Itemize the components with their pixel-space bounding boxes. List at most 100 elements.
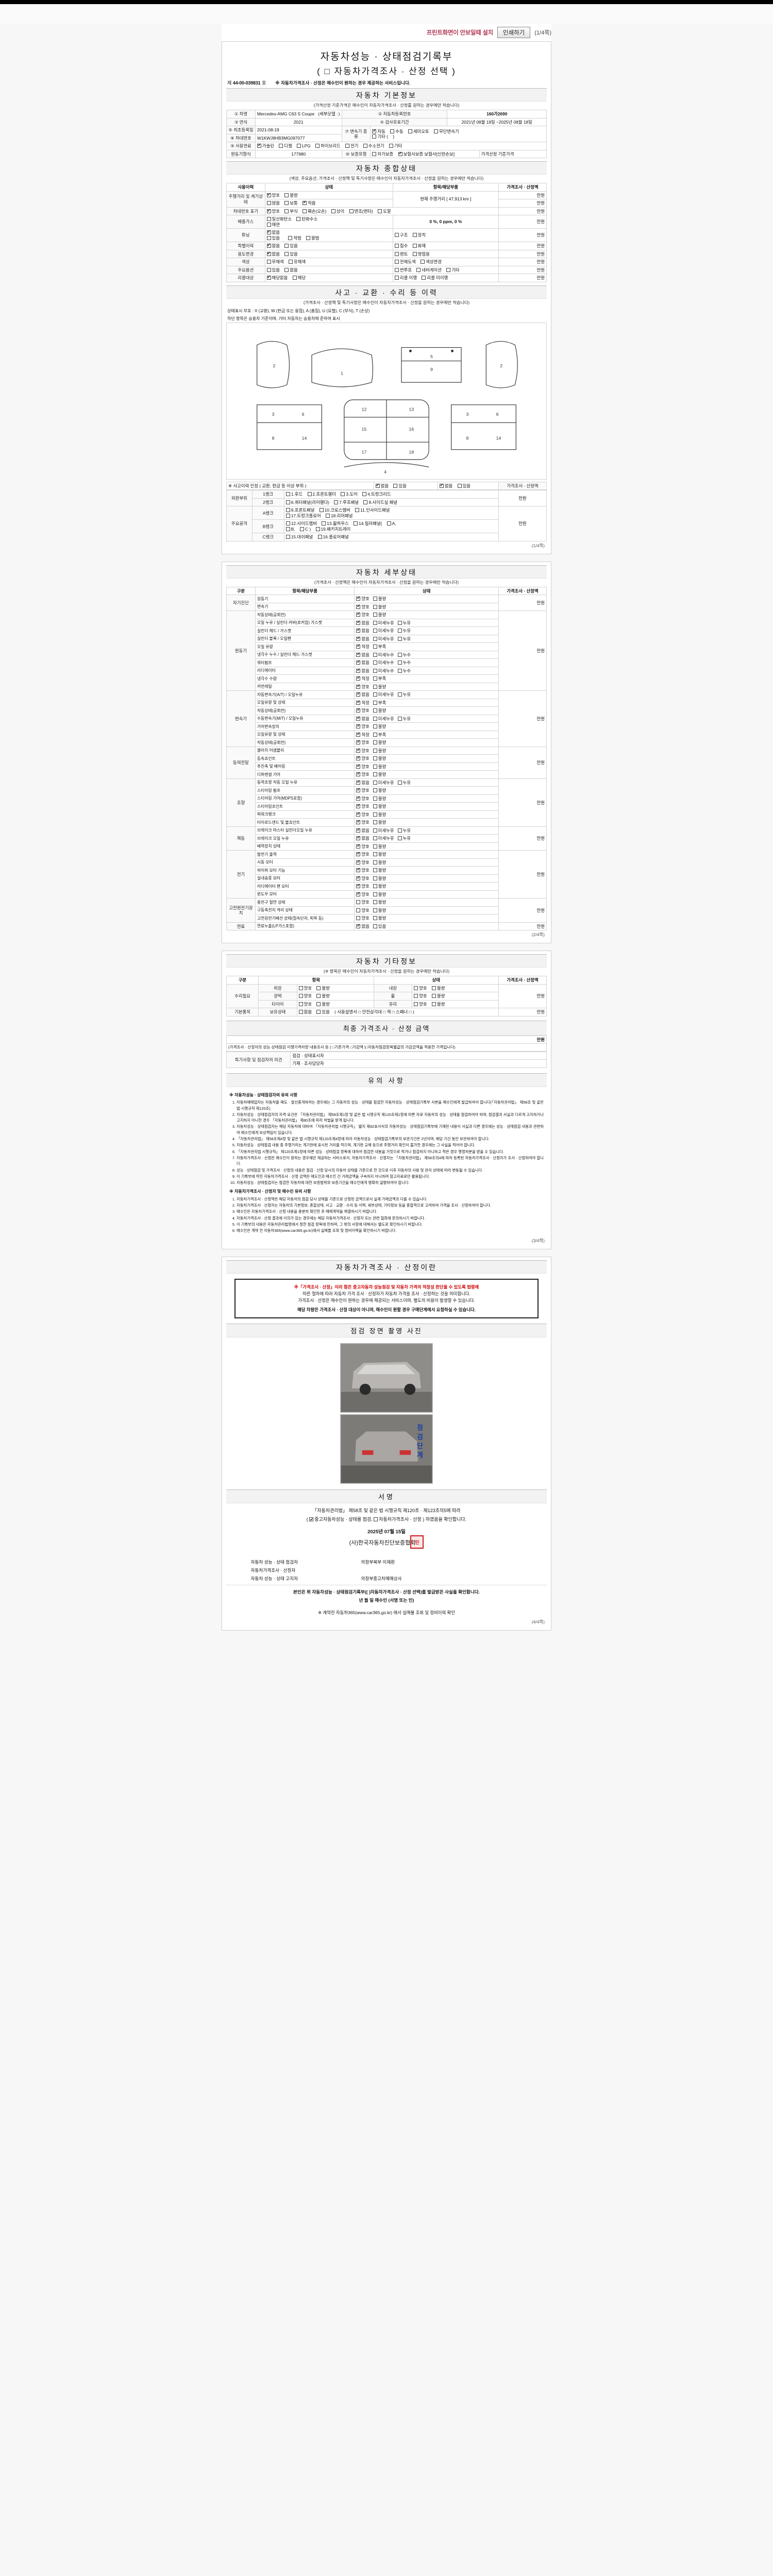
opt-불량[interactable]: 불량 (373, 916, 386, 921)
opt-미세누유[interactable]: 미세누유 (373, 828, 394, 834)
opt-altered[interactable]: 변조(변타) (349, 209, 373, 214)
checkbox-icon[interactable] (389, 144, 393, 148)
opt-양호[interactable]: 양호 (356, 811, 369, 818)
checkbox-icon[interactable] (284, 244, 289, 248)
warranty-opt-self[interactable]: 자가보증 (372, 151, 393, 157)
checkbox-icon[interactable] (354, 521, 358, 526)
opt-불량[interactable]: 불량 (373, 908, 386, 913)
opt-other[interactable]: 기타 (446, 267, 460, 273)
opt-good[interactable]: 양호 (414, 1002, 427, 1007)
opt-양호[interactable]: 양호 (356, 891, 369, 897)
opt-good[interactable]: 양호 (298, 993, 312, 999)
checkbox-icon[interactable] (266, 235, 271, 240)
opt-적정[interactable]: 적정 (356, 700, 369, 706)
opt-적정[interactable]: 적정 (356, 643, 369, 650)
part-dash-panel[interactable]: 15.대쉬패널 (285, 534, 313, 540)
checkbox-icon[interactable] (292, 276, 297, 280)
checkbox-icon[interactable] (298, 1010, 303, 1014)
opt-양호[interactable]: 양호 (356, 900, 369, 905)
opt-없음[interactable]: 없음 (356, 628, 369, 634)
checkbox-icon[interactable] (298, 1002, 303, 1006)
checkbox-icon[interactable] (331, 209, 335, 213)
opt-미세누수[interactable]: 미세누수 (373, 652, 394, 658)
checkbox-icon[interactable] (341, 492, 345, 497)
opt-applicable[interactable]: 해당 (292, 275, 306, 281)
checkbox-icon[interactable] (412, 251, 417, 256)
fuel-opt-hybrid[interactable]: 하이브리드 (315, 143, 341, 149)
part-front-fender[interactable]: 2.프론트휀더 (307, 492, 336, 497)
opt-good[interactable]: 양호 (298, 1002, 312, 1007)
checkbox-icon[interactable] (375, 483, 380, 488)
checkbox-icon[interactable] (356, 707, 361, 713)
opt-없음[interactable]: 없음 (356, 668, 369, 674)
opt-양호[interactable]: 양호 (356, 707, 369, 714)
checkbox-icon[interactable] (356, 787, 361, 793)
checkbox-icon[interactable] (307, 492, 312, 497)
opt-commercial[interactable]: 영업용 (412, 251, 430, 257)
opt-미세누유[interactable]: 미세누유 (373, 716, 394, 722)
opt-exists[interactable]: 있음 (284, 251, 298, 257)
checkbox-icon[interactable] (266, 243, 271, 248)
opt-damage[interactable]: 훼손(오손) (303, 209, 326, 214)
opt-none[interactable]: 없음 (439, 483, 452, 489)
opt-누유[interactable]: 누유 (397, 828, 411, 834)
checkbox-icon[interactable] (431, 994, 436, 998)
opt-미세누유[interactable]: 미세누유 (373, 628, 394, 634)
checkbox-icon[interactable] (421, 260, 425, 264)
checkbox-icon[interactable] (373, 844, 377, 849)
checkbox-icon[interactable] (356, 668, 361, 673)
checkbox-icon[interactable] (356, 875, 361, 880)
opt-누유[interactable]: 누유 (397, 620, 411, 626)
opt-bad[interactable]: 불량 (431, 986, 445, 991)
fuel-opt-diesel[interactable]: 디젤 (279, 143, 292, 149)
opt-미세누수[interactable]: 미세누수 (373, 660, 394, 666)
opt-good[interactable]: 양호 (298, 986, 312, 991)
opt-없음[interactable]: 없음 (356, 691, 369, 698)
opt-bad[interactable]: 불량 (316, 993, 330, 999)
opt-불량[interactable]: 불량 (373, 684, 386, 690)
opt-누수[interactable]: 누수 (397, 660, 411, 666)
opt-achromatic[interactable]: 무채색 (266, 259, 284, 265)
checkbox-icon[interactable] (397, 828, 402, 833)
part-floor-panel[interactable]: 16.플로어패널 (317, 534, 349, 540)
opt-불량[interactable]: 불량 (373, 596, 386, 602)
opt-structure[interactable]: 구조 (394, 232, 408, 238)
checkbox-icon[interactable] (373, 708, 377, 713)
opt-불량[interactable]: 불량 (373, 884, 386, 889)
opt-없음[interactable]: 없음 (356, 835, 369, 841)
checkbox-icon[interactable] (284, 201, 289, 205)
opt-불량[interactable]: 불량 (373, 764, 386, 770)
opt-미세누유[interactable]: 미세누유 (373, 692, 394, 698)
checkbox-icon[interactable] (373, 724, 377, 729)
checkbox-icon[interactable] (315, 527, 320, 531)
opt-양호[interactable]: 양호 (356, 787, 369, 793)
opt-many[interactable]: 많음 (266, 200, 280, 206)
opt-different[interactable]: 상이 (331, 209, 344, 214)
checkbox-icon[interactable] (390, 129, 395, 133)
checkbox-icon[interactable] (356, 867, 361, 873)
checkbox-icon[interactable] (394, 251, 399, 256)
opt-없음[interactable]: 없음 (356, 659, 369, 666)
checkbox-icon[interactable] (356, 843, 361, 849)
opt-flood[interactable]: 침수 (394, 243, 408, 249)
checkbox-icon[interactable] (397, 660, 402, 665)
opt-rent[interactable]: 렌트 (394, 251, 408, 257)
checkbox-icon[interactable] (356, 835, 361, 841)
checkbox-icon[interactable] (356, 636, 361, 641)
opt-recall-done[interactable]: 리콜 이행 (394, 275, 417, 281)
opt-있음[interactable]: 있음 (373, 924, 386, 929)
checkbox-icon[interactable] (373, 629, 377, 633)
checkbox-icon[interactable] (306, 235, 310, 240)
checkbox-icon[interactable] (297, 144, 301, 148)
checkbox-icon[interactable] (285, 527, 290, 531)
checkbox-icon[interactable] (373, 868, 377, 873)
checkbox-icon[interactable] (372, 134, 377, 139)
trans-opt-cvt[interactable]: 무단변속기 (434, 129, 459, 134)
checkbox-icon[interactable] (345, 144, 350, 148)
checkbox-icon[interactable] (266, 251, 271, 256)
checkbox-icon[interactable] (300, 527, 305, 531)
opt-hc[interactable]: 탄화수소 (296, 216, 317, 222)
checkbox-icon[interactable] (394, 276, 399, 280)
checkbox-icon[interactable] (378, 209, 382, 213)
checkbox-icon[interactable] (257, 143, 261, 148)
